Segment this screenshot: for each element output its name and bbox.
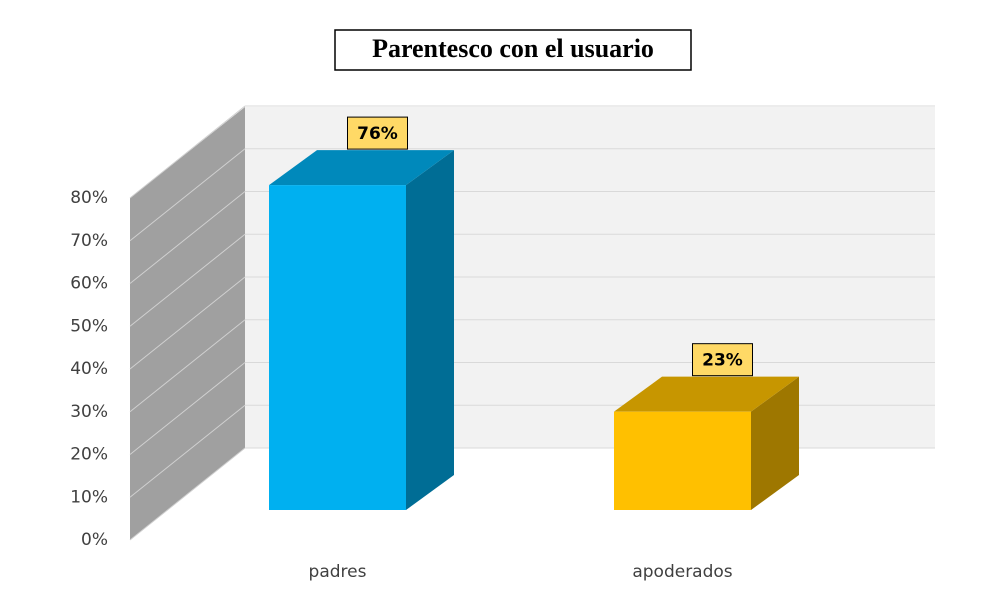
chart-title: Parentesco con el usuario [372,34,654,63]
bar-top [614,376,799,412]
y-tick-label: 20% [70,445,108,465]
y-tick-label: 0% [81,530,108,550]
x-tick-label: apoderados [632,562,732,582]
y-tick-label: 70% [70,231,108,251]
y-tick-label: 40% [70,359,108,379]
bar [269,185,406,510]
title-box [334,29,692,71]
grid-line [129,362,246,455]
x-tick-label: padres [309,562,367,582]
y-tick-label: 30% [70,402,108,422]
grid-line [129,233,246,327]
grid-line [129,191,246,284]
value-label: 76% [357,124,398,144]
grid-line [129,148,246,242]
grid-line [129,105,246,199]
y-tick-label: 60% [70,274,108,294]
y-tick-label: 50% [70,316,108,336]
bar [614,411,751,510]
bar-side [751,376,799,510]
bar-side [406,150,454,510]
value-label-box [692,343,753,377]
value-label-box [347,116,408,150]
y-tick-label: 10% [70,487,108,507]
bar-top [269,150,454,186]
y-tick-label: 80% [70,188,108,208]
grid-line [129,319,246,413]
value-label: 23% [702,351,743,371]
grid-line [129,276,246,370]
grid-line [129,404,246,498]
grid-line [129,447,246,541]
